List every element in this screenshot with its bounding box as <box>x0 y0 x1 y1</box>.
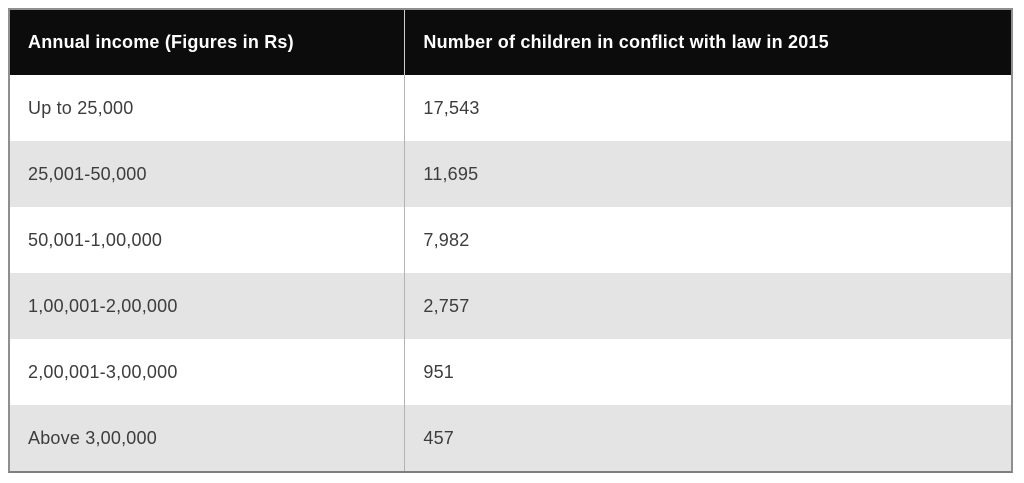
count-cell: 17,543 <box>423 97 480 118</box>
table-header-row: Annual income (Figures in Rs) Number of … <box>10 10 1011 75</box>
income-children-conflict-table: Annual income (Figures in Rs) Number of … <box>8 8 1013 473</box>
header-children-count: Number of children in conflict with law … <box>423 32 829 52</box>
income-cell: 2,00,001-3,00,000 <box>10 339 406 405</box>
count-cell: 951 <box>423 361 455 382</box>
table-row: 1,00,001-2,00,000 2,757 <box>10 273 1011 339</box>
income-cell: 50,001-1,00,000 <box>10 207 406 273</box>
income-cell: 25,001-50,000 <box>10 141 406 207</box>
table-row: 2,00,001-3,00,000 951 <box>10 339 1011 405</box>
table-row: Up to 25,000 17,543 <box>10 75 1011 141</box>
count-cell: 457 <box>423 427 455 448</box>
header-annual-income: Annual income (Figures in Rs) <box>10 10 406 75</box>
table-row: 50,001-1,00,000 7,982 <box>10 207 1011 273</box>
income-cell: Up to 25,000 <box>10 75 406 141</box>
count-cell: 7,982 <box>423 229 470 250</box>
table-row: Above 3,00,000 457 <box>10 405 1011 471</box>
income-cell: 1,00,001-2,00,000 <box>10 273 406 339</box>
income-cell: Above 3,00,000 <box>10 405 406 471</box>
table-row: 25,001-50,000 11,695 <box>10 141 1011 207</box>
count-cell: 2,757 <box>423 295 470 316</box>
count-cell: 11,695 <box>423 163 479 184</box>
